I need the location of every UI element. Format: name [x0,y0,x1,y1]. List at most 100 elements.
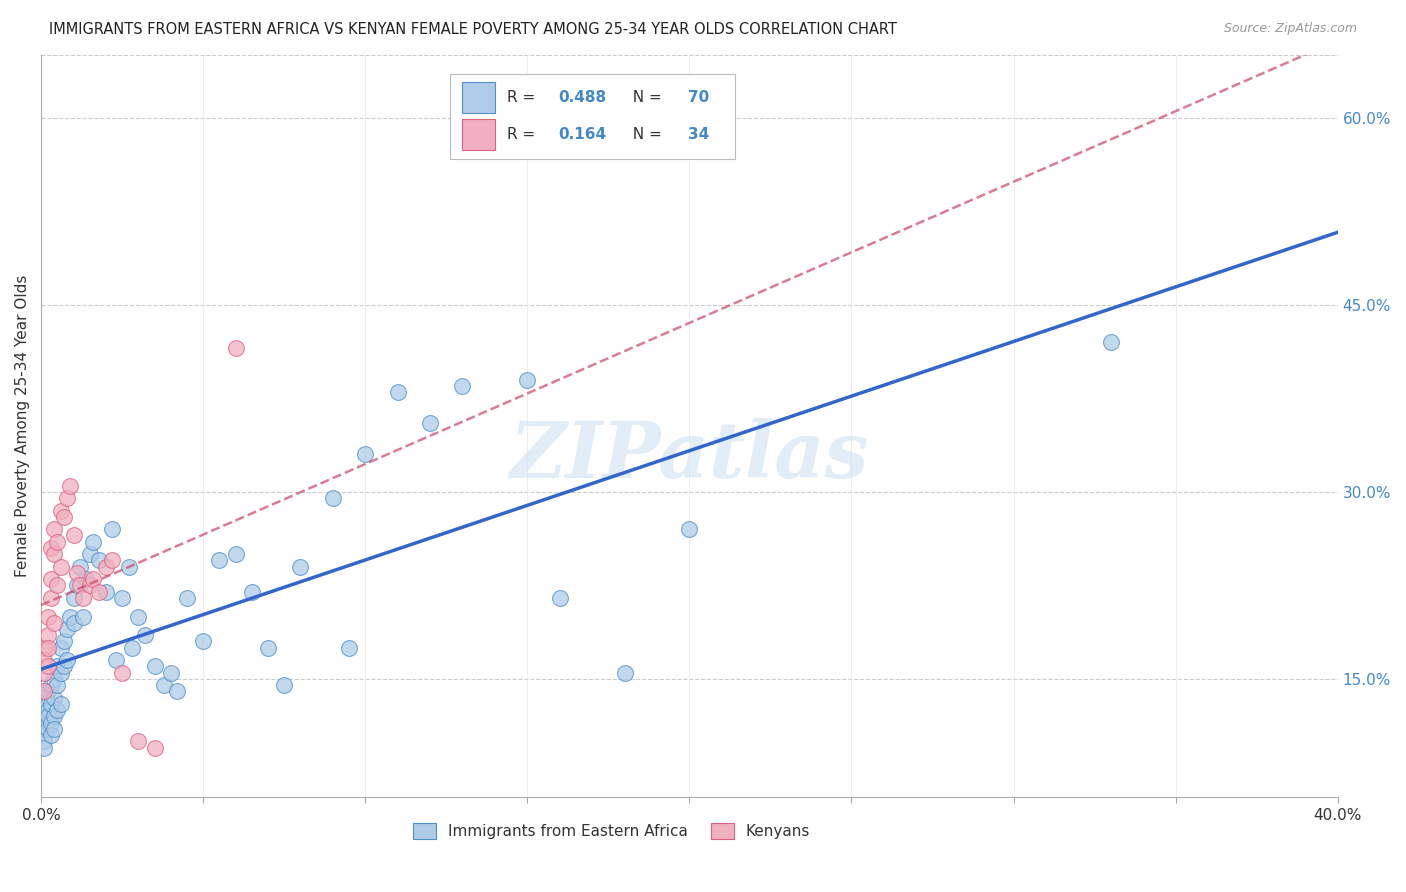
Point [52,509,75,524]
Point [290,559,312,574]
Point [121,640,143,655]
Point [34,740,56,755]
Point [39,697,62,711]
Y-axis label: Female Poverty Among 25-34 Year Olds: Female Poverty Among 25-34 Year Olds [15,275,30,577]
Point [176,591,198,605]
Text: IMMIGRANTS FROM EASTERN AFRICA VS KENYAN FEMALE POVERTY AMONG 25-34 YEAR OLDS CO: IMMIGRANTS FROM EASTERN AFRICA VS KENYAN… [49,22,897,37]
Point [46,578,69,592]
Bar [463,119,495,150]
Point [39,715,62,730]
Point [49,665,72,680]
Text: N =: N = [623,90,666,105]
Point [257,640,280,655]
Point [39,541,62,555]
Point [46,659,69,673]
Point [37,722,59,736]
Text: R =: R = [506,90,540,105]
Point [37,715,59,730]
Text: ZIPatlas: ZIPatlas [510,417,869,494]
Point [94,584,117,599]
Point [127,734,149,748]
Point [39,728,62,742]
Point [82,534,104,549]
Point [62,528,84,542]
Point [37,640,59,655]
Point [117,559,139,574]
Point [208,553,231,567]
Point [72,591,94,605]
Point [42,615,65,630]
Point [37,609,59,624]
Point [34,665,56,680]
Point [111,665,134,680]
Point [354,447,377,461]
Point [34,722,56,736]
Text: 0.164: 0.164 [558,127,606,142]
Point [337,640,360,655]
Point [49,640,72,655]
Point [46,703,69,717]
Point [273,678,295,692]
Point [62,591,84,605]
Legend: Immigrants from Eastern Africa, Kenyans: Immigrants from Eastern Africa, Kenyans [406,817,817,846]
Point [46,534,69,549]
Point [69,559,91,574]
Point [613,665,636,680]
Bar [463,82,495,113]
Point [39,591,62,605]
Point [94,559,117,574]
Point [153,678,176,692]
Point [225,547,247,561]
Point [34,709,56,723]
Point [42,522,65,536]
Text: N =: N = [623,127,666,142]
Point [451,378,474,392]
Point [34,734,56,748]
Point [516,372,538,386]
Point [52,634,75,648]
Point [66,566,89,580]
Text: 0.488: 0.488 [558,90,606,105]
Point [127,609,149,624]
Text: 34: 34 [688,127,710,142]
Point [678,522,700,536]
Point [548,591,571,605]
Point [69,578,91,592]
Point [37,628,59,642]
Text: R =: R = [506,127,540,142]
Point [159,665,181,680]
Point [49,697,72,711]
Point [1099,334,1122,349]
Point [56,491,79,505]
Point [59,609,82,624]
Point [82,572,104,586]
Point [72,609,94,624]
Point [104,653,127,667]
Point [89,584,111,599]
Point [34,690,56,705]
Point [79,578,101,592]
Point [39,572,62,586]
Text: Source: ZipAtlas.com: Source: ZipAtlas.com [1223,22,1357,36]
Point [143,659,166,673]
Point [37,659,59,673]
Point [134,628,156,642]
Point [42,722,65,736]
Point [34,640,56,655]
Point [39,678,62,692]
Point [42,709,65,723]
Point [42,672,65,686]
Point [37,703,59,717]
Point [34,684,56,698]
Point [59,478,82,492]
FancyBboxPatch shape [450,74,735,159]
Point [37,709,59,723]
Point [49,503,72,517]
Point [49,559,72,574]
Point [56,622,79,636]
Point [62,615,84,630]
Point [322,491,344,505]
Point [37,684,59,698]
Point [387,384,409,399]
Point [46,678,69,692]
